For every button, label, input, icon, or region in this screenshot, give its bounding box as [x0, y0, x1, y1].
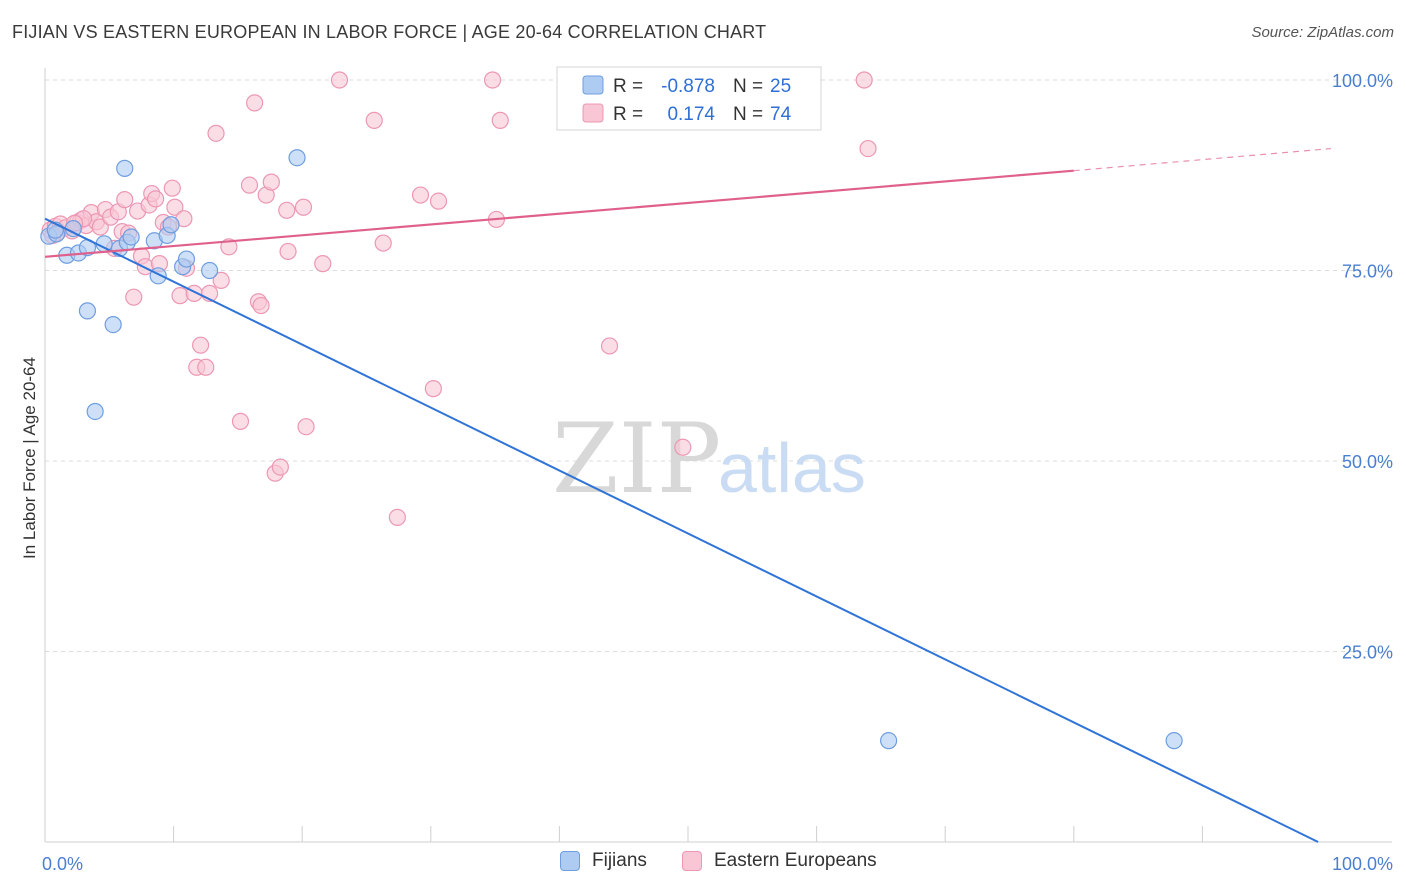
eastern-point — [192, 336, 210, 354]
legend-label-fijians: Fijians — [592, 850, 647, 871]
eastern-point — [220, 238, 238, 256]
watermark: ZIP atlas — [552, 403, 866, 515]
eastern-point — [262, 173, 280, 191]
legend-item-fijians[interactable]: Fijians — [560, 850, 647, 872]
legend-r-label-2: R = — [613, 104, 643, 125]
fijian-point — [288, 149, 306, 167]
axes-layer — [44, 68, 1392, 843]
y-tick-label: 75.0% — [1342, 262, 1393, 282]
eastern-point — [411, 186, 430, 204]
fijian-point — [177, 250, 196, 268]
fijian-point — [162, 216, 180, 234]
legend-label-eastern: Eastern Europeans — [714, 850, 877, 871]
x-tick-label-max: 100.0% — [1332, 854, 1393, 874]
eastern-point — [365, 111, 383, 129]
grid-layer — [45, 79, 1392, 652]
eastern-swatch — [682, 851, 702, 871]
eastern-point — [171, 287, 189, 305]
x-tick-label-min: 0.0% — [42, 854, 83, 874]
eastern-point — [271, 458, 289, 476]
legend-r-value-2: 0.174 — [667, 104, 715, 125]
fijian-trend-line — [44, 217, 1319, 843]
eastern-point — [166, 198, 184, 216]
watermark-zip: ZIP — [552, 403, 721, 515]
eastern-point — [212, 271, 230, 290]
eastern-point — [374, 234, 392, 252]
series-legend: Fijians Eastern Europeans — [0, 850, 1406, 880]
eastern-point — [491, 111, 509, 129]
fijian-point — [86, 402, 104, 421]
eastern-point — [197, 358, 215, 376]
fijian-point — [1165, 732, 1183, 750]
fijian-point — [880, 732, 898, 750]
eastern-point — [146, 190, 165, 208]
legend-swatch-fijians — [582, 75, 604, 95]
legend-r-label-1: R = — [613, 76, 643, 97]
eastern-point — [231, 412, 250, 430]
eastern-point — [330, 71, 349, 89]
eastern-point — [125, 288, 143, 306]
chart-source: Source: ZipAtlas.com — [1251, 24, 1394, 41]
legend-n-value-1: 25 — [770, 76, 791, 97]
legend-swatch-eastern — [582, 103, 604, 123]
legend-n-value-2: 74 — [770, 104, 792, 125]
y-tick-label: 50.0% — [1342, 452, 1393, 472]
eastern-point — [483, 71, 502, 89]
watermark-atlas: atlas — [718, 429, 866, 507]
eastern-point — [246, 94, 264, 112]
correlation-legend: R = -0.878 N = 25 R = 0.174 N = 74 — [556, 66, 822, 131]
eastern-point — [314, 255, 332, 273]
eastern-trend-extension — [1073, 147, 1332, 172]
eastern-point — [207, 124, 225, 142]
y-tick-label: 25.0% — [1342, 643, 1393, 663]
eastern-point — [297, 418, 315, 436]
eastern-point — [240, 176, 259, 194]
legend-item-eastern[interactable]: Eastern Europeans — [682, 850, 877, 872]
fijian-point — [201, 261, 219, 280]
eastern-point — [388, 508, 406, 526]
eastern-point — [294, 198, 313, 216]
fijians-swatch — [560, 851, 580, 871]
eastern-point — [116, 191, 134, 209]
fijian-point — [78, 302, 97, 320]
trend-layer — [44, 147, 1332, 843]
eastern-point — [424, 380, 442, 398]
fijian-point — [116, 159, 134, 177]
eastern-point — [429, 192, 448, 210]
eastern-point — [674, 438, 692, 456]
eastern-point — [859, 139, 877, 158]
eastern-point — [91, 218, 109, 236]
tick-labels: 25.0% 50.0% 75.0% 100.0% 0.0% 100.0% — [42, 71, 1393, 874]
chart-title: FIJIAN VS EASTERN EUROPEAN IN LABOR FORC… — [12, 22, 767, 42]
eastern-point — [278, 201, 296, 219]
fijian-point — [104, 316, 122, 334]
legend-n-label-2: N = — [733, 104, 763, 125]
eastern-point — [163, 179, 181, 197]
eastern-point — [279, 242, 297, 261]
legend-r-value-1: -0.878 — [661, 76, 715, 97]
legend-n-label-1: N = — [733, 76, 763, 97]
y-tick-label: 100.0% — [1332, 71, 1393, 91]
y-axis-title: In Labor Force | Age 20-64 — [20, 357, 39, 559]
eastern-point — [600, 337, 619, 355]
eastern-trend-line — [44, 169, 1074, 258]
eastern-point — [855, 71, 873, 89]
fijian-point — [122, 228, 140, 246]
eastern-point — [252, 296, 270, 315]
points-layer — [40, 71, 1183, 750]
